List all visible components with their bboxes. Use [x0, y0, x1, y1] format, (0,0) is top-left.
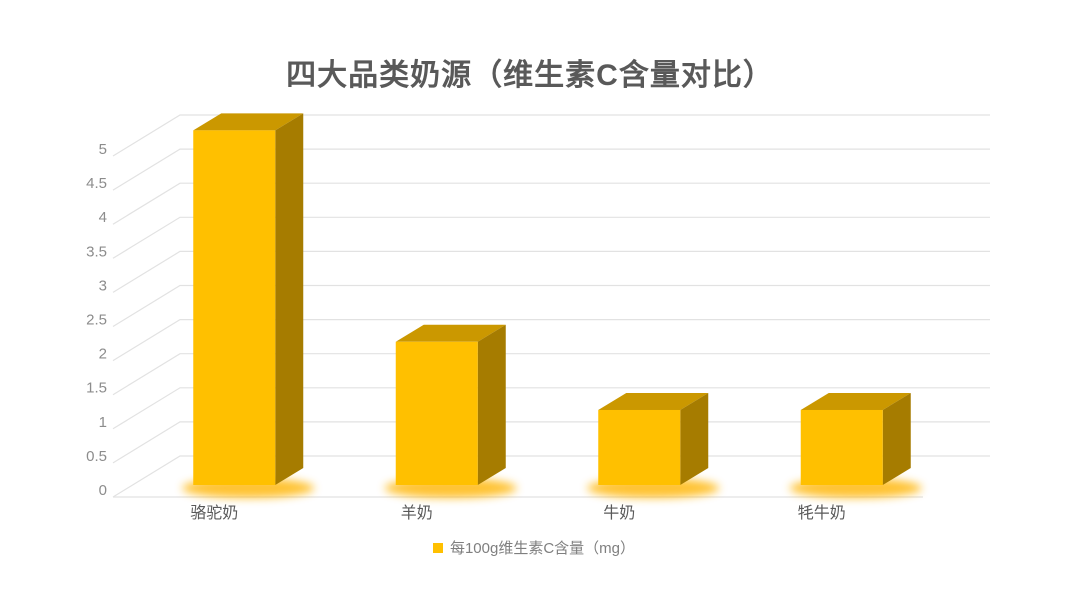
y-tick-label: 4	[99, 209, 107, 226]
bar-side-face	[477, 324, 506, 485]
y-tick-label: 0	[99, 482, 107, 499]
bar-front-face	[598, 409, 681, 485]
bar-front-face	[193, 130, 276, 486]
category-label: 牦牛奶	[798, 504, 846, 522]
gridline	[112, 182, 990, 225]
bar-top-face	[800, 392, 911, 410]
y-tick-label: 3	[99, 277, 107, 294]
y-tick-label: 2	[99, 346, 107, 363]
bar-side-face	[275, 113, 304, 486]
y-tick-label: 1.5	[86, 380, 107, 397]
y-tick-label: 1	[99, 414, 107, 431]
y-tick-label: 3.5	[86, 243, 107, 260]
gridline	[112, 319, 990, 362]
bar-top-face	[395, 324, 506, 342]
bar-side-face	[882, 392, 911, 485]
legend-swatch-icon	[432, 542, 443, 553]
category-label: 牛奶	[603, 504, 635, 522]
bar-front-face	[395, 341, 478, 485]
bar-3	[587, 392, 720, 498]
gridline	[112, 353, 990, 396]
gridline	[112, 387, 990, 430]
bar-top-face	[193, 113, 304, 131]
bar-4	[789, 392, 922, 498]
category-label: 羊奶	[401, 504, 433, 522]
gridline	[112, 216, 990, 259]
y-tick-label: 0.5	[86, 448, 107, 465]
y-tick-label: 5	[99, 141, 107, 158]
gridline	[112, 421, 990, 464]
legend: 每100g维生素C含量（mg）	[0, 537, 1068, 558]
legend-label: 每100g维生素C含量（mg）	[449, 540, 636, 557]
gridline	[112, 114, 990, 157]
gridline	[112, 250, 990, 293]
bar-side-face	[680, 392, 709, 485]
bar-top-face	[598, 392, 709, 410]
category-label: 骆驼奶	[190, 504, 238, 522]
bar-2	[384, 324, 517, 498]
gridline	[112, 284, 990, 328]
bar-1	[182, 113, 315, 498]
y-tick-label: 4.5	[86, 175, 107, 192]
gridline	[112, 148, 990, 191]
chart-title: 四大品类奶源（维生素C含量对比）	[286, 59, 774, 92]
gridline	[112, 455, 990, 498]
y-tick-label: 2.5	[86, 312, 107, 329]
bar-front-face	[800, 409, 883, 485]
